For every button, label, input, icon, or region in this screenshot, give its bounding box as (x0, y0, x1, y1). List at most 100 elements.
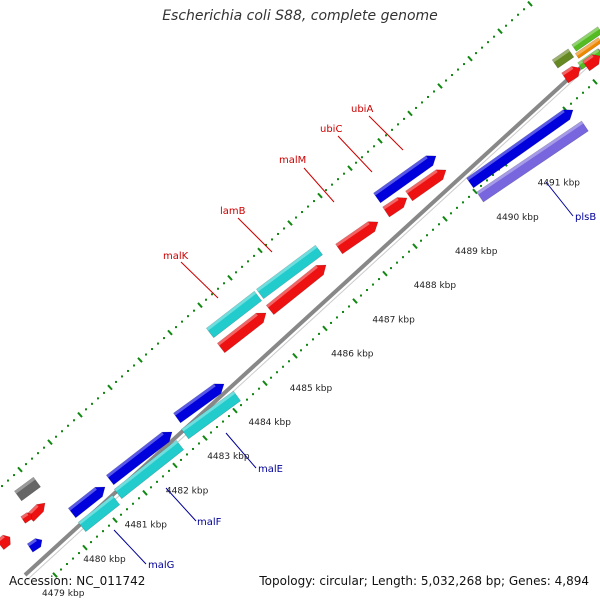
tick-minor (403, 117, 405, 120)
malK-feature-red[interactable] (216, 308, 269, 354)
tick-major (257, 247, 263, 254)
scale-label: 4488 kbp (414, 281, 457, 291)
tick-major (527, 0, 533, 7)
tick-minor (481, 46, 483, 49)
red-feature-left-2-shape (20, 512, 33, 524)
tick-minor (78, 552, 80, 555)
tick-major (382, 270, 388, 277)
ubiA-feature-highlight (373, 155, 428, 196)
gene-label-lamB: lamB (220, 206, 246, 217)
scale-label: 4482 kbp (166, 486, 209, 496)
malF-feature-highlight (114, 440, 179, 492)
page-title: Escherichia coli S88, complete genome (162, 8, 438, 24)
red-feature-left-2[interactable] (20, 511, 34, 524)
feature-blue-3-highlight (68, 487, 97, 511)
tick-minor (156, 480, 158, 483)
feature-blue-1[interactable] (173, 379, 227, 424)
tick-minor (361, 156, 363, 159)
tick-minor (126, 508, 128, 511)
tick-minor (277, 232, 279, 235)
tick-minor (276, 371, 278, 374)
tick-minor (300, 349, 302, 352)
feature-blue-2[interactable] (105, 427, 175, 486)
tick-minor (108, 524, 110, 527)
tick-major (232, 407, 238, 414)
tick-minor (223, 282, 225, 285)
tick-minor (582, 91, 584, 94)
tick-minor (462, 201, 464, 204)
tick-minor (505, 24, 507, 27)
leader-lamB (237, 217, 273, 253)
tick-minor (103, 391, 105, 394)
tick-minor (457, 68, 459, 71)
tick-major (497, 28, 503, 35)
feature-blue-3[interactable] (67, 482, 108, 519)
tick-minor (72, 557, 74, 560)
scale-label: 4485 kbp (290, 384, 333, 394)
ubiA-feature-shape (373, 155, 437, 204)
plsB-feature[interactable] (466, 105, 577, 189)
malG-feature[interactable] (77, 494, 121, 533)
tick-major (437, 83, 443, 89)
accession-text: Accession: NC_011742 (9, 574, 146, 588)
tick-minor (90, 541, 92, 544)
tick-minor (217, 287, 219, 290)
red-feature-right-2-highlight (561, 66, 574, 76)
tick-major (17, 466, 23, 473)
red-feature-right-shape (582, 54, 600, 72)
tick-minor (67, 424, 69, 427)
tick-minor (420, 239, 422, 242)
ubiA-feature[interactable] (373, 151, 440, 204)
gene-features[interactable] (0, 26, 600, 553)
blue-feature-edge[interactable] (26, 536, 45, 553)
tick-minor (330, 321, 332, 324)
malE-feature[interactable] (181, 390, 241, 440)
tick-major (172, 462, 178, 469)
grey-feature[interactable] (14, 476, 41, 502)
olive-feature-highlight (552, 48, 570, 63)
grey-feature-highlight (14, 477, 36, 494)
red-feature-edge[interactable] (0, 532, 14, 551)
malM-feature[interactable] (335, 217, 382, 255)
tick-minor (450, 212, 452, 215)
tick-minor (445, 79, 447, 82)
tick-minor (270, 376, 272, 379)
plsB-feature-2[interactable] (476, 120, 589, 203)
tick-minor (288, 360, 290, 363)
tick-minor (138, 497, 140, 500)
lamB-feature-highlight (256, 245, 318, 292)
green-feature[interactable] (571, 26, 600, 52)
malK-feature[interactable] (205, 290, 263, 339)
tick-minor (235, 271, 237, 274)
ubiC-feature-2[interactable] (405, 165, 450, 202)
gene-label-malM: malM (279, 155, 306, 166)
gene-label-malK: malK (163, 251, 189, 262)
lamB-feature[interactable] (256, 244, 323, 300)
orange-feature[interactable] (574, 37, 600, 59)
tick-minor (342, 310, 344, 313)
ubiC-feature-2-highlight (405, 169, 438, 194)
ubiC-feature[interactable] (382, 193, 411, 218)
tick-minor (402, 256, 404, 259)
tick-minor (570, 102, 572, 105)
tick-minor (271, 238, 273, 241)
malK-feature-highlight (206, 291, 257, 331)
lamB-feature-red[interactable] (265, 260, 330, 316)
tick-minor (451, 74, 453, 77)
red-feature-right[interactable] (582, 51, 600, 72)
scale-label: 4481 kbp (125, 521, 168, 531)
tick-major (472, 188, 478, 195)
tick-minor (145, 353, 147, 356)
olive-feature[interactable] (551, 48, 575, 69)
malF-feature-shape (113, 439, 185, 500)
tick-minor (210, 431, 212, 434)
tick-minor (283, 227, 285, 230)
malM-feature-highlight (335, 221, 370, 247)
tick-minor (91, 402, 93, 405)
tick-major (197, 302, 203, 309)
ubiC-feature-2-shape (405, 169, 447, 202)
red-feature-right-2[interactable] (561, 63, 584, 84)
tick-minor (306, 343, 308, 346)
malF-feature[interactable] (113, 439, 185, 500)
